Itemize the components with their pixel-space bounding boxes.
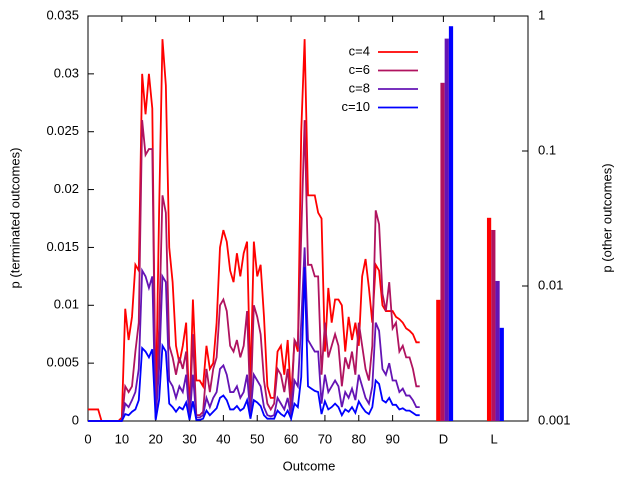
y-tick-label: 0.025: [46, 123, 79, 138]
x-axis-label: Outcome: [283, 458, 336, 473]
y2-tick-label: 0.001: [538, 412, 571, 427]
y-tick-label: 0.015: [46, 239, 79, 254]
bar: [495, 280, 500, 421]
legend-label: c=4: [349, 43, 370, 58]
series-line: [88, 39, 420, 422]
series-line: [88, 120, 420, 422]
x-tick-label: 50: [250, 431, 264, 446]
bar: [440, 82, 445, 422]
y-axis-label: p (terminated outcomes): [7, 148, 22, 289]
x-tick-label: 20: [148, 431, 162, 446]
bar: [448, 26, 454, 422]
plot-frame: [87, 15, 529, 422]
x-tick-label: 30: [182, 431, 196, 446]
x-tick-label: 90: [385, 431, 399, 446]
bar: [486, 217, 492, 421]
x-tick-label: 40: [216, 431, 230, 446]
y-tick-label: 0.02: [54, 181, 79, 196]
x-tick-label: D: [439, 431, 448, 446]
x-tick-label: 10: [115, 431, 129, 446]
legend-label: c=6: [349, 62, 370, 77]
series-line: [88, 247, 420, 422]
x-tick-label: 60: [284, 431, 298, 446]
bar: [499, 327, 504, 421]
bar: [444, 38, 449, 421]
legend-label: c=10: [341, 99, 370, 114]
y-tick-label: 0.035: [46, 7, 79, 22]
y-tick-label: 0.005: [46, 355, 79, 370]
y2-tick-label: 0.1: [538, 142, 556, 157]
y-tick-label: 0.01: [54, 297, 79, 312]
x-tick-label: 70: [318, 431, 332, 446]
legend-label: c=8: [349, 80, 370, 95]
y2-tick-label: 1: [538, 7, 545, 22]
x-tick-label: 0: [84, 431, 91, 446]
series-line: [88, 267, 420, 422]
bar: [436, 299, 441, 421]
bar: [491, 229, 496, 421]
y2-axis-label: p (other outcomes): [599, 163, 614, 272]
x-tick-label: L: [491, 431, 498, 446]
y2-tick-label: 0.01: [538, 277, 563, 292]
y-tick-label: 0.03: [54, 65, 79, 80]
x-tick-label: 80: [352, 431, 366, 446]
y-tick-label: 0: [72, 412, 79, 427]
